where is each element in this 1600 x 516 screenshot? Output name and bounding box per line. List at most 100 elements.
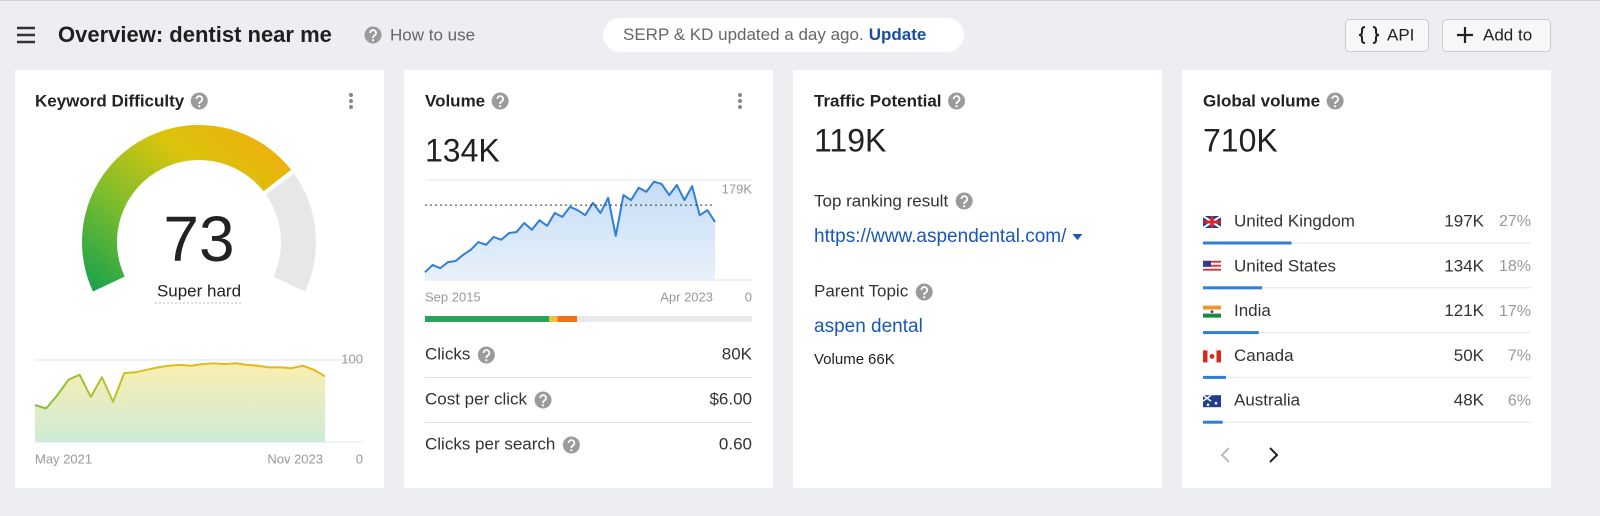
y-tick-label: 179K	[722, 181, 753, 196]
country-volume: 121K	[1444, 301, 1484, 320]
area	[35, 363, 325, 442]
click-split-bar	[425, 316, 752, 322]
icon-glyph	[539, 394, 547, 404]
kd-trend-chart: 0 100 May 2021 Nov 2023	[34, 351, 363, 466]
icon-circle	[948, 92, 966, 110]
top-result-link[interactable]: https://www.aspendental.com/	[814, 226, 1067, 247]
button-label[interactable]: API	[1387, 25, 1414, 44]
gauge-fill	[81, 124, 292, 292]
update-link[interactable]: Update	[869, 25, 927, 44]
y-tick-label: 0	[745, 289, 752, 304]
flag	[1210, 310, 1214, 313]
flag	[1216, 350, 1221, 363]
flag	[1203, 260, 1221, 263]
gauge-rest	[265, 173, 317, 292]
help-icon[interactable]	[948, 92, 966, 110]
icon-circle	[491, 92, 509, 110]
x-label: Nov 2023	[267, 451, 323, 466]
flag	[1203, 260, 1211, 267]
kd-score: 73	[163, 203, 234, 275]
icon-circle	[915, 283, 933, 301]
button-label[interactable]: Add to	[1483, 25, 1532, 44]
country-row: Canada 50K 7%	[1202, 346, 1531, 379]
country-volume: 134K	[1444, 256, 1484, 275]
country-share: 18%	[1499, 258, 1531, 275]
icon-glyph	[923, 296, 926, 299]
page-title: Overview: dentist near me	[58, 22, 332, 47]
help-link[interactable]: How to use	[390, 25, 475, 44]
icon-glyph	[952, 95, 961, 105]
help-icon[interactable]	[955, 192, 973, 210]
icon-glyph	[567, 439, 576, 449]
help-icon[interactable]	[915, 283, 933, 301]
country-name: United States	[1234, 256, 1336, 275]
card-title: Global volume	[1203, 91, 1320, 110]
icon-circle	[1326, 92, 1344, 110]
metric-value: 0.60	[719, 434, 752, 453]
help-icon[interactable]	[562, 436, 580, 454]
dropdown-caret[interactable]	[1072, 234, 1083, 240]
label: Volume	[814, 351, 864, 368]
flag	[1203, 268, 1221, 271]
add-button[interactable]: Add to	[1442, 19, 1551, 52]
metric-label: Clicks per search	[425, 434, 555, 453]
parent-topic-link[interactable]: aspen dental	[814, 316, 923, 337]
line	[424, 180, 716, 273]
icon-circle	[534, 391, 552, 409]
help-icon[interactable]	[477, 346, 495, 364]
card	[793, 70, 1162, 488]
notice-text: SERP & KD updated a day ago.	[623, 25, 864, 44]
country-share: 7%	[1508, 348, 1531, 365]
line	[34, 362, 326, 410]
share-bar	[1203, 286, 1263, 290]
flag	[1203, 305, 1221, 310]
icon-glyph	[955, 105, 958, 108]
x-label: Sep 2015	[425, 289, 481, 304]
country-name: India	[1234, 301, 1271, 320]
icon-glyph	[963, 205, 966, 208]
next-page[interactable]	[1269, 447, 1279, 463]
country-volume: 48K	[1454, 391, 1485, 410]
icon-glyph	[960, 195, 969, 205]
icon-glyph	[371, 39, 375, 42]
country-row: United States 134K 18%	[1203, 256, 1531, 290]
icon-glyph	[369, 29, 377, 39]
flag	[1209, 354, 1215, 359]
icon-circle	[477, 346, 495, 364]
menu-button[interactable]	[17, 26, 35, 44]
share-bar	[1203, 375, 1226, 379]
icon-glyph	[195, 95, 204, 105]
api-button[interactable]: API	[1345, 19, 1429, 52]
volume-trend-chart: 0 179K Sep 2015 Apr 2023	[424, 179, 753, 304]
icon-circle	[364, 26, 382, 44]
label: Top ranking result	[814, 191, 948, 210]
share-bar	[1203, 420, 1223, 424]
icon-glyph	[1334, 105, 1337, 108]
help-icon[interactable]	[491, 92, 509, 110]
card-title: Traffic Potential	[814, 91, 942, 110]
icon-glyph	[482, 349, 491, 359]
icon-glyph	[198, 105, 201, 108]
card	[1182, 70, 1551, 488]
country-share: 17%	[1499, 303, 1531, 320]
help-icon[interactable]	[364, 26, 382, 44]
help-icon[interactable]	[364, 26, 382, 44]
icon-glyph	[499, 105, 502, 108]
metric-value: $6.00	[709, 389, 752, 408]
icon-circle	[562, 436, 580, 454]
help-icon[interactable]	[534, 391, 552, 409]
help-icon[interactable]	[1326, 92, 1344, 110]
icon-glyph	[541, 404, 545, 407]
prev-page[interactable]	[1220, 447, 1230, 463]
global-value: 710K	[1203, 122, 1278, 158]
help-icon[interactable]	[190, 92, 208, 110]
country-row: Australia 48K 6%	[1202, 391, 1531, 424]
notice: SERP & KD updated a day ago. Update	[623, 25, 926, 44]
country-list: United Kingdom 197K 27% United States 134K 18…	[1202, 211, 1531, 424]
area	[425, 181, 715, 280]
kebab-menu[interactable]	[349, 93, 353, 109]
icon-glyph	[485, 359, 488, 362]
kebab-menu[interactable]	[738, 93, 742, 109]
icon-circle	[955, 192, 973, 210]
